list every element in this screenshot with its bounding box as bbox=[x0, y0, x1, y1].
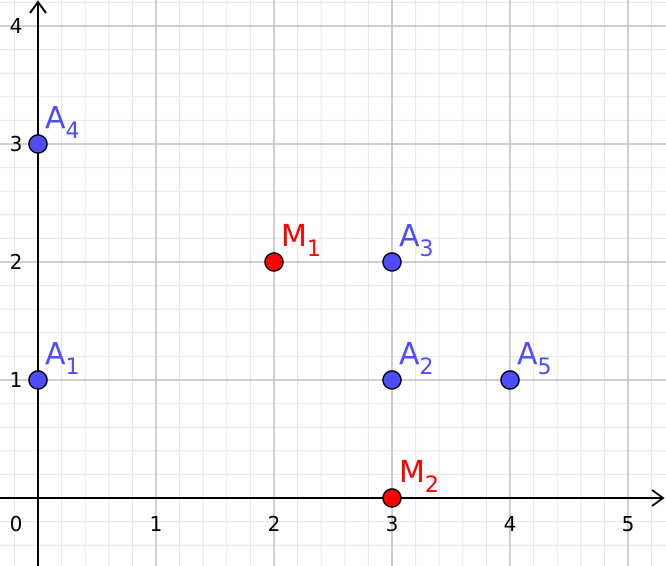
x-tick-label: 3 bbox=[386, 512, 399, 536]
point-a2 bbox=[382, 370, 402, 390]
y-tick-label: 2 bbox=[10, 250, 23, 274]
x-axis-arrow bbox=[651, 489, 665, 507]
y-tick-labels: 1 2 3 4 bbox=[10, 14, 23, 392]
label-a1: A1 bbox=[45, 337, 80, 380]
label-m2: M2 bbox=[399, 455, 439, 498]
x-tick-labels: 0 1 2 3 4 5 bbox=[10, 512, 635, 536]
y-tick-label: 3 bbox=[10, 132, 23, 156]
x-tick-label: 5 bbox=[622, 512, 635, 536]
point-a4 bbox=[28, 134, 48, 154]
x-tick-label: 0 bbox=[10, 512, 23, 536]
x-tick-label: 1 bbox=[150, 512, 163, 536]
point-labels: A1 A2 A3 A4 A5 M1 M2 bbox=[45, 101, 552, 498]
x-tick-label: 2 bbox=[268, 512, 281, 536]
label-m1: M1 bbox=[281, 219, 321, 262]
y-axis-arrow bbox=[29, 0, 47, 14]
point-a1 bbox=[28, 370, 48, 390]
y-tick-label: 1 bbox=[10, 368, 23, 392]
point-m2 bbox=[382, 488, 402, 508]
label-a5: A5 bbox=[517, 337, 552, 380]
point-m1 bbox=[264, 252, 284, 272]
label-a3: A3 bbox=[399, 219, 434, 262]
label-a4: A4 bbox=[45, 101, 80, 144]
point-a3 bbox=[382, 252, 402, 272]
x-tick-label: 4 bbox=[504, 512, 517, 536]
label-a2: A2 bbox=[399, 337, 434, 380]
y-tick-label: 4 bbox=[10, 14, 23, 38]
points bbox=[28, 134, 520, 508]
point-a5 bbox=[500, 370, 520, 390]
